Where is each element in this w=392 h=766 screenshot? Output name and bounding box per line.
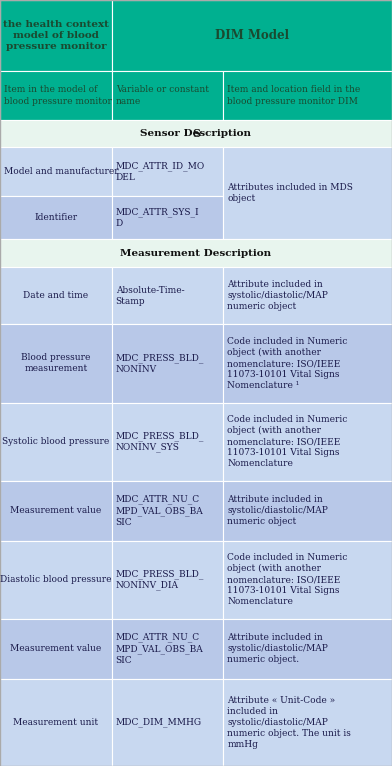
Text: Code included in Numeric
object (with another
nomenclature: ISO/IEEE
11073-10101: Code included in Numeric object (with an… [227,337,348,390]
Bar [223,619,392,679]
Text: Identifier: Identifier [34,213,78,222]
Text: Systolic blood pressure: Systolic blood pressure [2,437,109,446]
Bar [112,71,223,119]
Text: Measurement Description: Measurement Description [120,248,272,257]
Bar [112,267,223,324]
Bar [112,195,223,239]
Bar [112,619,223,679]
Bar [112,541,223,619]
Bar [223,403,392,481]
Text: Measurement unit: Measurement unit [13,718,98,727]
Text: Absolute-Time-
Stamp: Absolute-Time- Stamp [116,286,184,306]
Text: Attribute included in
systolic/diastolic/MAP
numeric object: Attribute included in systolic/diastolic… [227,280,328,311]
Bar [0,679,112,766]
Bar [223,324,392,403]
Text: the health context
model of blood
pressure monitor: the health context model of blood pressu… [3,20,109,51]
Text: MDC_ATTR_NU_C
MPD_VAL_OBS_BA
SIC: MDC_ATTR_NU_C MPD_VAL_OBS_BA SIC [116,633,203,665]
Bar [0,481,112,541]
Bar [0,239,392,267]
Text: Sensor Description: Sensor Description [140,129,252,138]
Text: Measurement value: Measurement value [10,644,102,653]
Text: Attribute « Unit-Code »
included in
systolic/diastolic/MAP
numeric object. The u: Attribute « Unit-Code » included in syst… [227,696,351,749]
Text: Model and manufacturer: Model and manufacturer [4,167,119,176]
Text: DIM Model: DIM Model [215,29,289,42]
Bar [0,619,112,679]
Bar [223,147,392,239]
Text: Diastolic blood pressure: Diastolic blood pressure [0,575,112,584]
Text: MDC_ATTR_SYS_I
D: MDC_ATTR_SYS_I D [116,207,200,228]
Text: Item and location field in the
blood pressure monitor DIM: Item and location field in the blood pre… [227,86,361,106]
Text: Date and time: Date and time [23,291,89,300]
Text: Attribute included in
systolic/diastolic/MAP
numeric object.: Attribute included in systolic/diastolic… [227,633,328,664]
Bar [112,324,223,403]
Bar [0,195,112,239]
Bar [0,541,112,619]
Bar [112,403,223,481]
Bar [0,403,112,481]
Text: Code included in Numeric
object (with another
nomenclature: ISO/IEEE
11073-10101: Code included in Numeric object (with an… [227,553,348,607]
Text: Attribute included in
systolic/diastolic/MAP
numeric object: Attribute included in systolic/diastolic… [227,495,328,526]
Bar [0,0,112,71]
Bar [223,481,392,541]
Text: Variable or constant
name: Variable or constant name [116,86,209,106]
Text: MDC_ATTR_NU_C
MPD_VAL_OBS_BA
SIC: MDC_ATTR_NU_C MPD_VAL_OBS_BA SIC [116,494,203,527]
Bar [112,679,223,766]
Text: MDC_PRESS_BLD_
NONINV: MDC_PRESS_BLD_ NONINV [116,353,204,374]
Text: MDC_ATTR_ID_MO
DEL: MDC_ATTR_ID_MO DEL [116,161,205,182]
Bar [223,679,392,766]
Bar [112,481,223,541]
Bar [0,119,392,147]
Text: Item in the model of
blood pressure monitor: Item in the model of blood pressure moni… [4,86,112,106]
Text: Attributes included in MDS
object: Attributes included in MDS object [227,183,353,203]
Text: MDC_DIM_MMHG: MDC_DIM_MMHG [116,718,202,727]
Bar [223,71,392,119]
Text: Measurement value: Measurement value [10,506,102,516]
Bar [112,0,392,71]
Text: Code included in Numeric
object (with another
nomenclature: ISO/IEEE
11073-10101: Code included in Numeric object (with an… [227,415,348,469]
Bar [0,71,112,119]
Bar [0,324,112,403]
Text: MDC_PRESS_BLD_
NONINV_SYS: MDC_PRESS_BLD_ NONINV_SYS [116,431,204,453]
Bar [0,267,112,324]
Text: MDC_PRESS_BLD_
NONINV_DIA: MDC_PRESS_BLD_ NONINV_DIA [116,569,204,591]
Bar [0,147,112,195]
Text: Blood pressure
measurement: Blood pressure measurement [21,353,91,374]
Text: S: S [192,128,200,139]
Bar [223,267,392,324]
Bar [223,541,392,619]
Bar [112,147,223,195]
